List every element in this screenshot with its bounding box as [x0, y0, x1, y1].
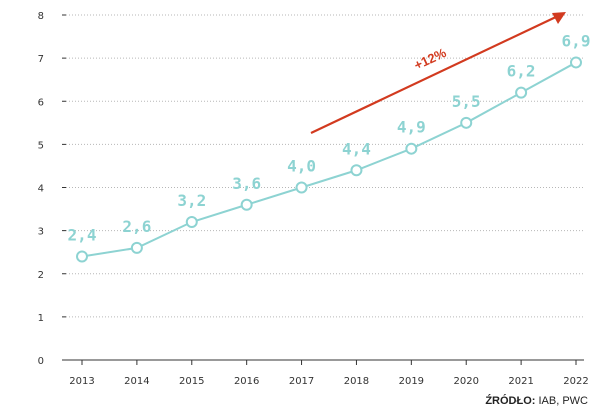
y-tick-label: 4 [38, 184, 44, 195]
source-label: ŹRÓDŁO: [485, 395, 536, 407]
gridlines [66, 14, 584, 318]
data-label: 4,0 [287, 157, 316, 176]
data-label: 2,4 [68, 226, 97, 245]
x-tick-label: 2014 [124, 376, 149, 387]
data-label: 5,5 [452, 92, 481, 111]
series-line [76, 56, 582, 263]
data-point [570, 56, 582, 69]
data-labels: 2,4 2,6 3,2 3,6 4,0 4,4 4,9 5,5 6,2 6,9 [68, 31, 591, 244]
y-tick-label: 8 [38, 11, 44, 22]
series-polyline [81, 61, 577, 258]
data-label: 6,9 [562, 31, 591, 50]
data-point [76, 250, 88, 263]
y-tick-label: 5 [38, 140, 44, 151]
x-tick-label: 2021 [508, 376, 533, 387]
y-tick-label: 1 [38, 313, 44, 324]
data-label: 6,2 [507, 62, 536, 81]
data-label: 4,4 [342, 139, 371, 158]
x-tick-label: 2018 [344, 376, 369, 387]
x-tick-label: 2013 [69, 376, 94, 387]
x-tick-label: 2020 [453, 376, 478, 387]
data-point [350, 164, 363, 177]
y-tick-label: 0 [38, 356, 44, 367]
data-label: 3,2 [177, 191, 206, 210]
source-note: ŹRÓDŁO: IAB, PWC [485, 395, 588, 407]
trend-arrowhead [552, 12, 566, 24]
x-tick-label: 2017 [289, 376, 314, 387]
x-tick-label: 2015 [179, 376, 204, 387]
data-point [185, 216, 198, 228]
data-label: 2,6 [122, 217, 151, 236]
data-label: 3,6 [232, 174, 261, 193]
data-point [405, 142, 418, 155]
x-tick-label: 2016 [234, 376, 259, 387]
data-point [515, 86, 528, 99]
trend-label: +12% [412, 45, 449, 73]
data-point [460, 116, 473, 129]
source-text: IAB, PWC [538, 395, 588, 407]
y-tick-label: 7 [38, 54, 44, 65]
trend-arrow-line [310, 15, 559, 134]
data-point [295, 181, 308, 194]
y-axis: 0 1 2 3 4 5 6 7 8 [38, 11, 66, 367]
x-tick-label: 2022 [563, 376, 588, 387]
x-tick-label: 2019 [399, 376, 424, 387]
data-point [130, 241, 143, 254]
data-label: 4,9 [397, 118, 426, 137]
y-tick-label: 2 [38, 270, 44, 281]
y-tick-label: 6 [38, 97, 44, 108]
y-tick-label: 3 [38, 227, 44, 238]
x-axis: 2013 2014 2015 2016 2017 2018 2019 2020 2021 2022 [69, 360, 589, 387]
data-point [240, 198, 253, 211]
